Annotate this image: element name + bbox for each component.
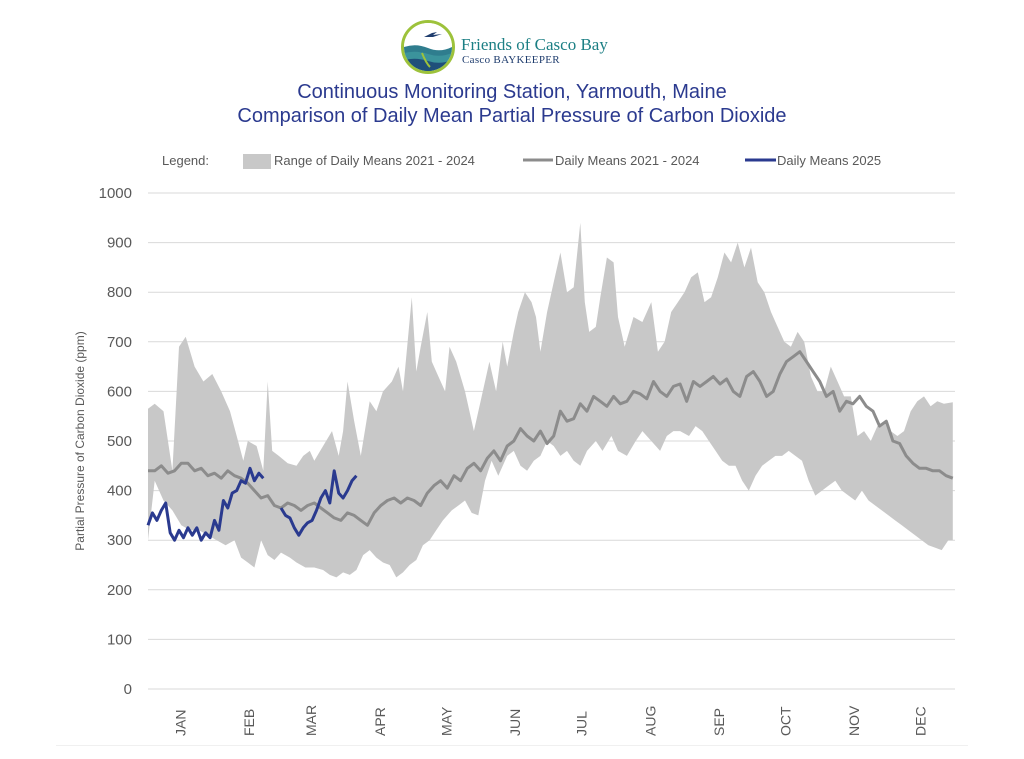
y-tick-label: 300: [107, 532, 132, 549]
x-tick-label-jan: JAN: [172, 710, 188, 736]
current-year-lines: [146, 466, 358, 542]
axis-ticks: 0 100 200 300 400 500 600 700 800 900 1000 JAN FEB MA…: [99, 185, 929, 736]
x-tick-label-dec: DEC: [913, 706, 929, 736]
logo-subname: Casco BAYKEEPER: [462, 54, 560, 66]
legend-historic-label: Daily Means 2021 - 2024: [555, 153, 700, 168]
current-2025-line-segment: [146, 466, 265, 542]
x-tick-label-feb: FEB: [241, 709, 257, 736]
y-tick-label: 900: [107, 235, 132, 252]
y-tick-label: 100: [107, 631, 132, 648]
y-tick-label: 1000: [99, 185, 132, 202]
x-tick-label-may: MAY: [438, 706, 454, 736]
x-tick-label-oct: OCT: [778, 706, 794, 736]
x-tick-label-nov: NOV: [846, 705, 862, 736]
legend-range-label: Range of Daily Means 2021 - 2024: [274, 153, 475, 168]
x-tick-label-aug: AUG: [642, 706, 658, 736]
footer-divider: [56, 745, 968, 746]
legend: Legend: Range of Daily Means 2021 - 2024…: [162, 153, 881, 169]
x-tick-label-jun: JUN: [507, 709, 523, 736]
legend-range-swatch: [243, 154, 271, 169]
y-tick-label: 800: [107, 284, 132, 301]
current-2025-line-segment: [279, 469, 358, 537]
y-tick-label: 600: [107, 383, 132, 400]
y-tick-label: 0: [124, 681, 132, 698]
chart-title-line-1: Continuous Monitoring Station, Yarmouth,…: [297, 81, 727, 103]
legend-current-label: Daily Means 2025: [777, 153, 881, 168]
x-tick-label-jul: JUL: [574, 711, 590, 736]
x-tick-label-apr: APR: [372, 707, 388, 736]
chart-title-line-2: Comparison of Daily Mean Partial Pressur…: [237, 105, 787, 127]
x-tick-label-mar: MAR: [303, 705, 319, 736]
y-tick-label: 700: [107, 334, 132, 351]
logo-name: Friends of Casco Bay: [461, 35, 608, 54]
historic-mean-line: [148, 350, 954, 527]
bay-emblem-icon: [401, 20, 455, 74]
y-tick-label: 400: [107, 483, 132, 500]
legend-title: Legend:: [162, 153, 209, 168]
range-band-area: [148, 222, 953, 578]
y-tick-label: 200: [107, 582, 132, 599]
friends-of-casco-bay-logo: Friends of Casco Bay Casco BAYKEEPER: [401, 20, 631, 80]
x-tick-label-sep: SEP: [711, 708, 727, 736]
y-axis-label: Partial Pressure of Carbon Dioxide (ppm): [73, 331, 87, 550]
y-tick-label: 500: [107, 433, 132, 450]
